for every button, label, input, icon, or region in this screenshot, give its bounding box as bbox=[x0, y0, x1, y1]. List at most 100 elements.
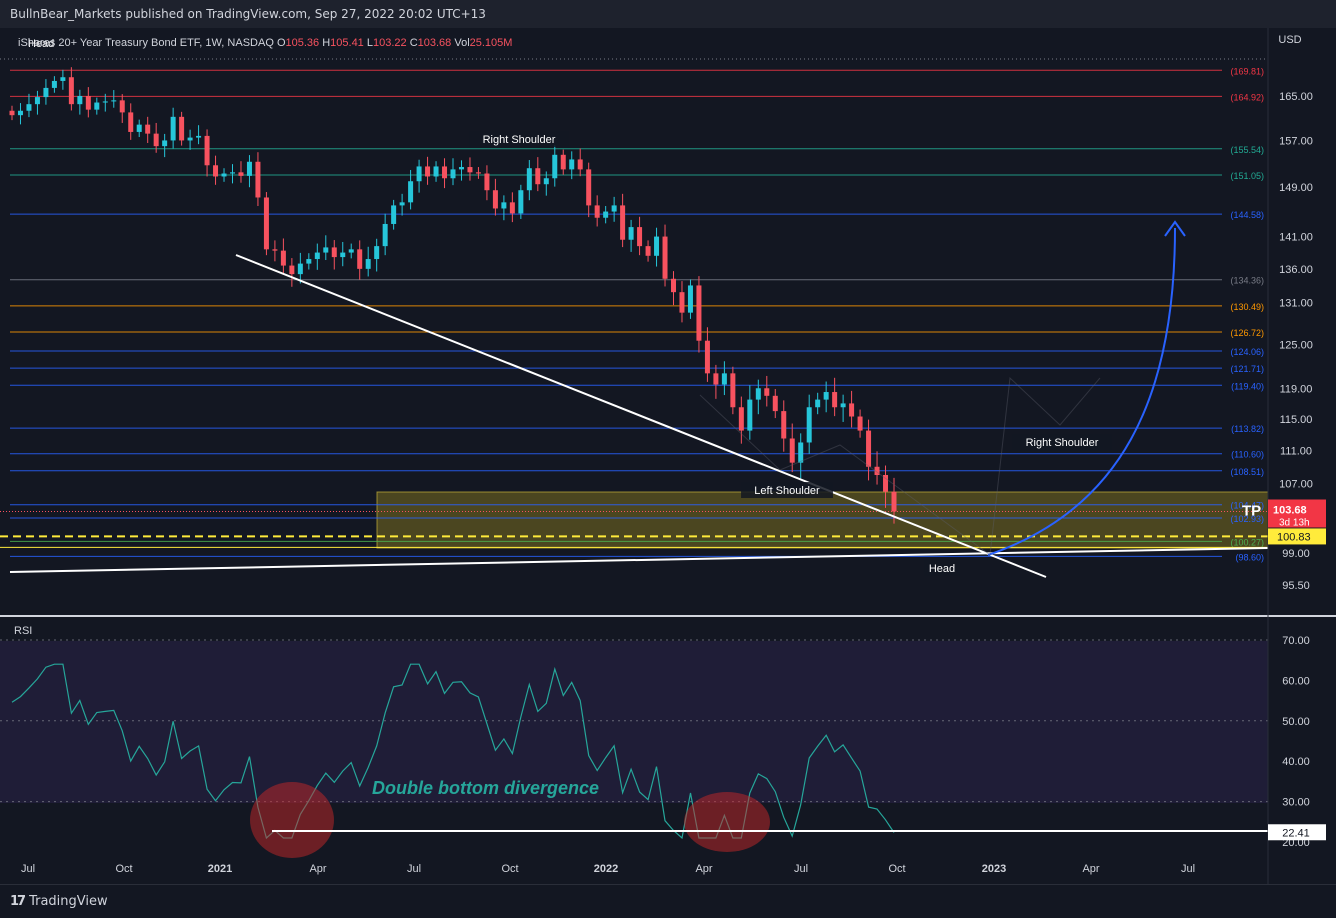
time-tick: Apr bbox=[309, 863, 326, 875]
legend-part: Vol bbox=[454, 37, 469, 49]
rsi-annotation: Double bottom divergence bbox=[372, 778, 599, 798]
currency-label: USD bbox=[1278, 34, 1301, 46]
candle-body bbox=[365, 259, 371, 269]
candle-body bbox=[170, 116, 176, 141]
candle-body bbox=[238, 172, 244, 176]
rsi-value-badge bbox=[1268, 824, 1326, 841]
last-price-badge bbox=[1268, 499, 1326, 528]
candle-body bbox=[348, 249, 354, 253]
candle-body bbox=[518, 190, 524, 214]
candle-body bbox=[645, 246, 651, 256]
price-level-label: (130.49) bbox=[1230, 302, 1264, 312]
candle-body bbox=[713, 373, 719, 385]
price-level-label: (126.72) bbox=[1230, 328, 1264, 338]
annotation-right-shoulder-projected-bg bbox=[1012, 434, 1112, 450]
candle-body bbox=[755, 388, 761, 400]
tp-label: TP bbox=[1242, 503, 1261, 520]
price-level-label: (164.92) bbox=[1230, 92, 1264, 102]
candle-body bbox=[815, 399, 821, 408]
annotation-right-shoulder-top-bg bbox=[469, 131, 569, 147]
last-price-countdown: 3d 13h bbox=[1279, 518, 1310, 529]
candle-body bbox=[611, 205, 617, 212]
candle-body bbox=[60, 77, 66, 81]
rsi-tick: 60.00 bbox=[1282, 675, 1310, 687]
candle-body bbox=[594, 205, 600, 218]
rsi-label: RSI bbox=[14, 625, 32, 637]
long-trend-line bbox=[9, 547, 1269, 573]
price-tick: 95.50 bbox=[1282, 580, 1310, 592]
annotation-head: Head bbox=[929, 563, 955, 575]
price-tick: 157.00 bbox=[1279, 135, 1313, 147]
publisher-text: BullnBear_Markets published on TradingVi… bbox=[10, 7, 486, 21]
chart-legend: iShares 20+ Year Treasury Bond ETF, 1W, … bbox=[18, 37, 512, 49]
candle-body bbox=[747, 399, 753, 431]
candle-body bbox=[314, 252, 320, 260]
chart-canvas[interactable]: (169.81) (164.92) (155.54) (151.05) (144.58)… bbox=[0, 28, 1336, 884]
candle-body bbox=[526, 168, 532, 191]
annotation-head-top: Head bbox=[28, 38, 54, 50]
candle-body bbox=[806, 407, 812, 443]
candle-body bbox=[874, 466, 880, 476]
candle-body bbox=[306, 259, 312, 264]
projection-arrowhead bbox=[1164, 220, 1186, 237]
candle-body bbox=[738, 407, 744, 431]
footer-bar: 17 TradingView bbox=[0, 884, 1336, 918]
candle-body bbox=[213, 165, 219, 177]
price-tick: 99.00 bbox=[1282, 548, 1310, 560]
time-tick: Jul bbox=[407, 863, 421, 875]
price-tick: 136.00 bbox=[1279, 264, 1313, 276]
price-tick: 107.00 bbox=[1279, 478, 1313, 490]
last-price-value: 103.68 bbox=[1273, 505, 1307, 517]
candle-body bbox=[255, 161, 261, 198]
candle-body bbox=[764, 388, 770, 396]
candle-body bbox=[552, 154, 558, 179]
candle-body bbox=[128, 112, 134, 132]
candle-body bbox=[883, 475, 889, 492]
candle-body bbox=[857, 416, 863, 431]
annotation-head-bg bbox=[924, 560, 960, 576]
price-tick: 141.00 bbox=[1279, 232, 1313, 244]
neckline-trend bbox=[235, 254, 1047, 578]
price-level-label: (155.54) bbox=[1230, 145, 1264, 155]
tradingview-logo[interactable]: 17 TradingView bbox=[10, 894, 108, 909]
candle-body bbox=[246, 161, 252, 176]
annotation-left-shoulder-bg bbox=[741, 482, 833, 498]
price-level-label: (144.58) bbox=[1230, 210, 1264, 220]
divergence-circle bbox=[684, 792, 770, 852]
candle-body bbox=[798, 442, 804, 463]
candle-body bbox=[687, 285, 693, 313]
candle-body bbox=[230, 172, 235, 174]
candle-body bbox=[509, 202, 515, 214]
candle-body bbox=[136, 124, 142, 132]
legend-part: 105.36 bbox=[286, 37, 323, 49]
price-tick: 149.00 bbox=[1279, 182, 1313, 194]
price-level-label: (100.27) bbox=[1230, 537, 1264, 547]
candle-body bbox=[628, 227, 634, 240]
candle-body bbox=[408, 181, 414, 203]
price-level-label: (113.82) bbox=[1231, 424, 1264, 434]
candle-body bbox=[68, 77, 74, 105]
candle-body bbox=[721, 373, 727, 385]
candle-body bbox=[162, 140, 168, 147]
candle-body bbox=[569, 159, 575, 170]
rsi-tick: 30.00 bbox=[1282, 797, 1310, 809]
time-tick: Jul bbox=[794, 863, 808, 875]
candle-body bbox=[187, 137, 193, 141]
candle-body bbox=[340, 252, 346, 258]
candle-body bbox=[391, 205, 397, 224]
candle-body bbox=[662, 236, 668, 279]
candle-body bbox=[399, 202, 405, 206]
candle-body bbox=[331, 247, 337, 258]
legend-part: L bbox=[367, 37, 373, 49]
rsi-tick: 70.00 bbox=[1282, 635, 1310, 647]
time-tick: Jul bbox=[1181, 863, 1195, 875]
candle-body bbox=[730, 373, 736, 408]
price-tick: 115.00 bbox=[1280, 414, 1313, 426]
candle-body bbox=[577, 159, 583, 170]
candle-body bbox=[179, 116, 185, 141]
candle-body bbox=[772, 395, 778, 412]
time-tick: Oct bbox=[888, 863, 905, 875]
target-price-badge bbox=[1268, 528, 1326, 545]
price-level-label: (151.05) bbox=[1230, 171, 1264, 181]
candle-body bbox=[637, 227, 643, 247]
